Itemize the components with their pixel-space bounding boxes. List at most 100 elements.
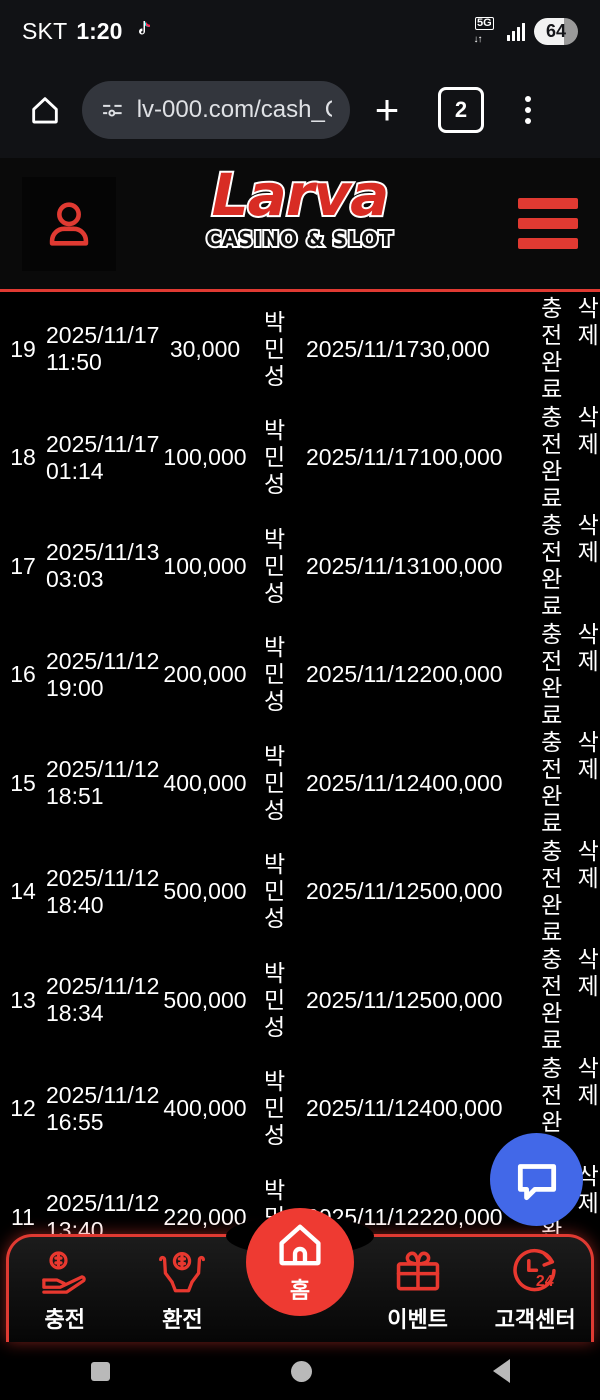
status-badge: 충전완료 [541, 946, 563, 1054]
logo-subtitle: CASINO & SLOT [204, 225, 394, 253]
bottom-navigation: 충전 환전 [0, 1208, 600, 1342]
transaction-table: 19 2025/11/17 11:50 30,000 박민성 2025/11/1730,0… [0, 295, 600, 1255]
cell-name: 박민성 [264, 525, 286, 606]
cell-amount: 500,000 [163, 878, 247, 905]
cell-status: 충전완료 삭제 [521, 404, 600, 513]
cell-index: 15 [10, 769, 36, 796]
cell-name: 박민성 [264, 308, 286, 389]
clock-24-icon: 24 [510, 1244, 560, 1298]
nav-item-event[interactable]: 이벤트 [365, 1244, 471, 1334]
cell-status: 충전완료 삭제 [521, 946, 600, 1055]
cell-datetime: 2025/11/12 16:55 [46, 1081, 160, 1135]
chat-bubble-icon [517, 1163, 556, 1200]
cell-name: 박민성 [264, 634, 286, 715]
table-row[interactable]: 15 2025/11/12 18:51 400,000 박민성 2025/11/12400… [0, 729, 600, 838]
table-row[interactable]: 14 2025/11/12 18:40 500,000 박민성 2025/11/12500… [0, 838, 600, 947]
hand-coin-icon [39, 1244, 91, 1298]
status-badge: 충전완료 [541, 620, 563, 728]
signal-bars-icon [506, 22, 525, 41]
cell-datetime: 2025/11/12 18:40 [46, 864, 160, 918]
cell-index: 19 [10, 335, 36, 362]
site-logo[interactable]: Larva CASINO & SLOT [204, 161, 394, 253]
nav-label-support: 고객센터 [494, 1307, 576, 1332]
three-dot-menu-icon[interactable] [506, 84, 550, 136]
new-tab-button[interactable]: + [374, 86, 400, 133]
browser-toolbar: lv-000.com/cash_C + 2 [0, 62, 600, 158]
user-avatar-icon[interactable] [22, 176, 116, 271]
transaction-table-area[interactable]: 19 2025/11/17 11:50 30,000 박민성 2025/11/1730,0… [0, 295, 600, 1255]
table-row[interactable]: 13 2025/11/12 18:34 500,000 박민성 2025/11/12500… [0, 946, 600, 1055]
cell-detail: 2025/11/1730,000 [306, 335, 490, 362]
cell-index: 14 [10, 878, 36, 905]
cell-datetime: 2025/11/13 03:03 [46, 539, 160, 593]
cell-name: 박민성 [264, 417, 286, 498]
home-outline-icon[interactable] [20, 85, 70, 135]
live-chat-button[interactable] [490, 1133, 583, 1226]
delete-button[interactable]: 삭제 [577, 1054, 599, 1108]
svg-text:24: 24 [536, 1273, 554, 1290]
android-status-bar: SKT 1:20 5G ↓↑ 64 [0, 0, 600, 62]
cell-detail: 2025/11/13100,000 [306, 552, 503, 579]
address-bar[interactable]: lv-000.com/cash_C [82, 81, 350, 139]
home-icon [279, 1224, 321, 1266]
nav-item-charge[interactable]: 충전 [12, 1244, 118, 1334]
status-left: SKT 1:20 [22, 18, 153, 45]
nav-item-exchange[interactable]: 환전 [129, 1244, 235, 1334]
cell-detail: 2025/11/12200,000 [306, 661, 503, 688]
delete-button[interactable]: 삭제 [577, 620, 599, 674]
cell-amount: 500,000 [163, 986, 247, 1013]
cell-amount: 100,000 [163, 552, 247, 579]
table-row[interactable]: 19 2025/11/17 11:50 30,000 박민성 2025/11/1730,0… [0, 295, 600, 404]
cell-name: 박민성 [264, 851, 286, 932]
cell-amount: 400,000 [163, 769, 247, 796]
cell-index: 12 [10, 1095, 36, 1122]
cell-amount: 400,000 [163, 1095, 247, 1122]
status-badge: 충전완료 [541, 837, 563, 945]
delete-button[interactable]: 삭제 [577, 946, 599, 1000]
triangle-back-icon[interactable] [492, 1359, 510, 1383]
status-badge: 충전완료 [541, 729, 563, 837]
delete-button[interactable]: 삭제 [577, 512, 599, 566]
cell-index: 16 [10, 661, 36, 688]
cell-status: 충전완료 삭제 [521, 295, 600, 404]
hands-money-icon [157, 1244, 207, 1298]
cell-name: 박민성 [264, 959, 286, 1040]
nav-item-support[interactable]: 24 고객센터 [482, 1244, 588, 1334]
cell-amount: 100,000 [163, 444, 247, 471]
circle-home-icon[interactable] [290, 1360, 312, 1382]
status-badge: 충전완료 [541, 403, 563, 511]
cell-index: 11 [11, 1203, 35, 1230]
table-row[interactable]: 18 2025/11/17 01:14 100,000 박민성 2025/11/17100… [0, 404, 600, 513]
site-header: Larva CASINO & SLOT [0, 158, 600, 292]
delete-button[interactable]: 삭제 [577, 1163, 599, 1217]
nav-label-event: 이벤트 [387, 1307, 448, 1332]
cell-amount: 220,000 [163, 1203, 247, 1230]
tab-switcher-button[interactable]: 2 [438, 87, 484, 133]
hamburger-menu-icon[interactable] [518, 198, 578, 249]
square-recents-icon[interactable] [90, 1361, 110, 1381]
delete-button[interactable]: 삭제 [577, 837, 599, 891]
cell-status: 충전완료 삭제 [521, 621, 600, 730]
table-row[interactable]: 16 2025/11/12 19:00 200,000 박민성 2025/11/12200… [0, 621, 600, 730]
android-system-nav [0, 1342, 600, 1400]
nav-label-home: 홈 [289, 1278, 311, 1303]
cell-status: 충전완료 삭제 [521, 729, 600, 838]
cell-index: 18 [10, 444, 36, 471]
delete-button[interactable]: 삭제 [577, 403, 599, 457]
cell-datetime: 2025/11/12 13:40 [46, 1190, 160, 1244]
tiktok-icon [139, 21, 151, 35]
home-active-bubble: 홈 [245, 1208, 354, 1316]
table-row[interactable]: 12 2025/11/12 16:55 400,000 박민성 2025/11/12400… [0, 1055, 600, 1164]
status-right: 5G ↓↑ 64 [472, 17, 578, 45]
nav-label-exchange: 환전 [162, 1307, 203, 1332]
cell-index: 13 [10, 986, 36, 1013]
cell-datetime: 2025/11/12 18:51 [46, 756, 160, 810]
delete-button[interactable]: 삭제 [577, 295, 599, 349]
cell-datetime: 2025/11/17 01:14 [46, 430, 160, 484]
table-row[interactable]: 17 2025/11/13 03:03 100,000 박민성 2025/11/13100… [0, 512, 600, 621]
network-5g-icon: 5G ↓↑ [472, 17, 498, 45]
delete-button[interactable]: 삭제 [577, 729, 599, 783]
cell-detail: 2025/11/12500,000 [306, 986, 503, 1013]
logo-title: Larva [210, 161, 392, 229]
